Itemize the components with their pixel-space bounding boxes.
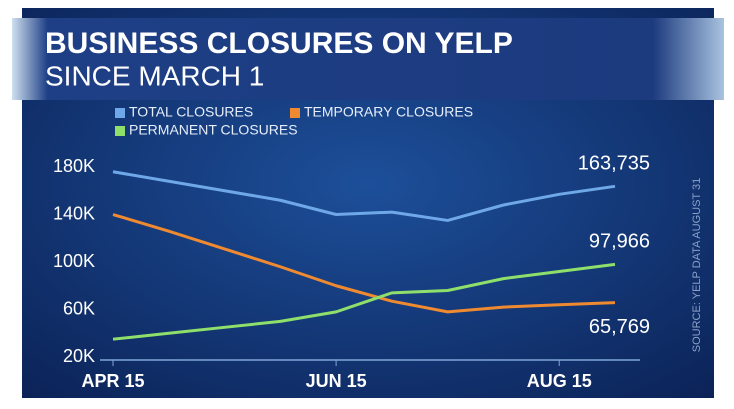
header-banner [12,18,724,100]
legend-label: TOTAL CLOSURES [129,104,253,120]
y-tick-label: 180K [53,156,95,176]
series-line [112,262,616,341]
chart-title: BUSINESS CLOSURES ON YELP [45,27,513,60]
y-tick-label: 20K [63,346,95,366]
value-label: 65,769 [589,316,650,338]
y-tick-label: 140K [53,203,95,223]
x-tick-label: AUG 15 [527,371,592,391]
y-tick-label: 100K [53,251,95,271]
legend-swatch [290,108,300,118]
source-note: SOURCE: YELP DATA AUGUST 31 [691,178,703,352]
series-line [112,213,616,314]
value-label: 97,966 [589,231,650,253]
value-label: 163,735 [578,153,650,175]
chart-subtitle: SINCE MARCH 1 [45,60,264,91]
legend-label: PERMANENT CLOSURES [129,122,298,138]
legend-label: TEMPORARY CLOSURES [304,104,473,120]
legend-swatch [115,126,125,136]
y-tick-label: 60K [63,298,95,318]
x-tick-label: APR 15 [81,371,144,391]
series-line [112,170,616,222]
x-tick-label: JUN 15 [306,371,367,391]
legend-swatch [115,108,125,118]
